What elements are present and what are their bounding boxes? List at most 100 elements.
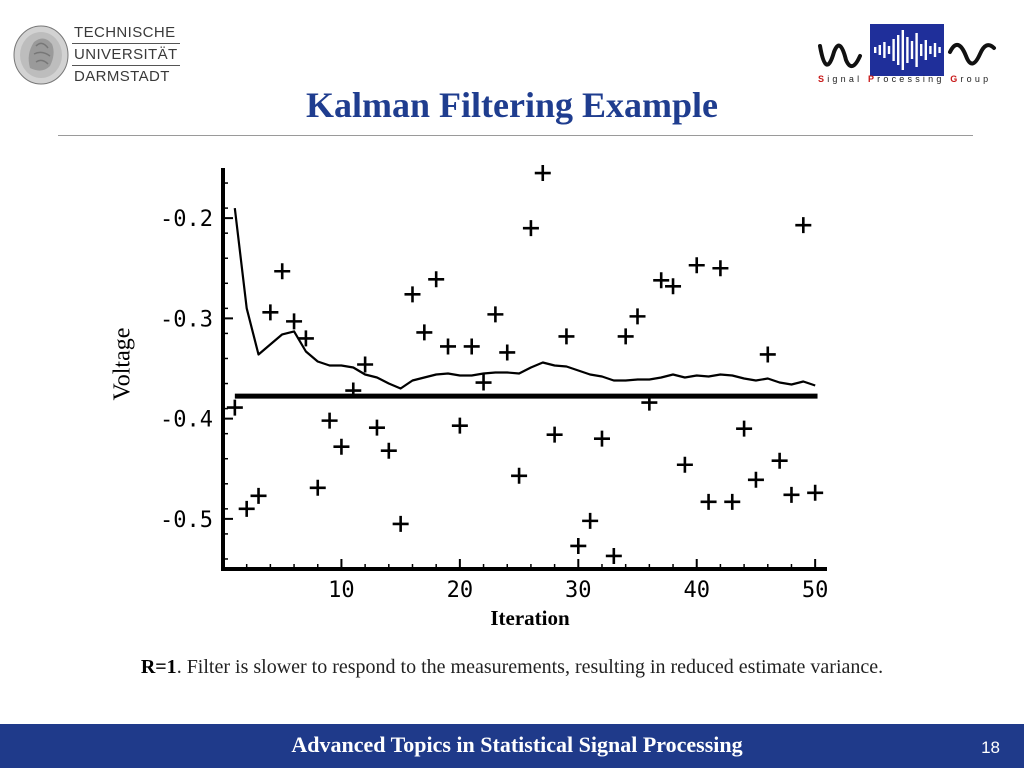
group-letter: u [974,74,984,84]
measurement-point [712,260,729,277]
logo-bar [906,37,909,63]
measurement-point [736,420,753,437]
measurement-point [451,417,468,434]
page-number: 18 [981,738,1000,757]
logo-bar [933,43,937,57]
measurement-point [238,500,255,517]
y-tick-label: -0.5 [160,508,213,533]
signal-processing-group-logo [818,24,996,76]
caption-text: . Filter is slower to respond to the mea… [176,656,884,678]
measurement-point [475,374,492,391]
measurement-point [380,442,397,459]
group-letter: s [915,74,923,84]
measurement-point [286,313,303,330]
group-letter: o [966,74,975,84]
y-tick-label: -0.3 [160,307,213,332]
logo-bar [915,33,918,67]
athena-seal-icon [13,25,69,85]
measurement-point [357,356,374,373]
x-tick-label: 50 [802,578,829,603]
measurement-point [499,344,516,361]
y-tick-label: -0.2 [160,207,213,232]
measurement-point [593,430,610,447]
measurement-point [605,547,622,564]
kalman-chart: 10 20 30 40 50 -0.5 -0.4 -0.3 -0.2 [160,165,829,603]
measurement-point [582,512,599,529]
slide-title: Kalman Filtering Example [306,85,718,125]
group-letter: s [907,74,916,84]
measurement-point [297,330,314,347]
measurement-point [665,278,682,295]
measurement-point [534,165,551,182]
measurement-point [771,452,788,469]
tu-darmstadt-logo: TECHNISCHE UNIVERSITÄT DARMSTADT [12,20,180,92]
measurement-point [250,487,267,504]
university-line: UNIVERSITÄT [72,44,180,66]
group-letter: g [936,74,945,84]
measurement-point [570,537,587,554]
logo-bar [883,42,886,58]
group-letter: n [928,74,937,84]
group-name: Signal Processing Group [818,74,994,84]
group-letter: r [960,74,967,84]
measurement-point [404,286,421,303]
measurement-point [629,308,646,325]
logo-bar [878,45,881,55]
group-letter: P [867,74,878,84]
measurement-point [807,484,824,501]
x-tick-label: 20 [447,578,474,603]
group-letter: c [891,74,900,84]
logo-bar [910,41,914,59]
measurement-point [700,493,717,510]
measurement-point [368,419,385,436]
measurement-point [309,479,326,496]
university-line: TECHNISCHE [72,22,180,44]
group-letter: G [950,74,961,84]
university-line: DARMSTADT [74,68,170,85]
group-letter: g [832,74,841,84]
x-axis-label: Iteration [490,606,570,630]
measurement-point [440,338,457,355]
measurement-point [558,328,575,345]
measurement-point [688,257,705,274]
footer-title: Advanced Topics in Statistical Signal Pr… [291,732,743,757]
measurement-point [333,438,350,455]
measurement-point [416,324,433,341]
logo-bar [874,47,877,53]
measurement-point [724,493,741,510]
logo-bar [892,39,895,61]
title-divider [58,135,973,136]
x-tick-label: 30 [565,578,592,603]
logo-bar [924,40,927,60]
y-tick-label: -0.4 [160,408,213,433]
group-letter: e [899,74,908,84]
measurement-point [641,394,658,411]
university-name: TECHNISCHE UNIVERSITÄT DARMSTADT [72,22,180,87]
measurement-point [617,328,634,345]
group-letter: o [883,74,892,84]
footer-bar: Advanced Topics in Statistical Signal Pr… [0,724,1024,768]
measurement-point [522,220,539,237]
measurement-point [262,304,279,321]
logo-bar [920,44,923,56]
group-letter: p [983,74,992,84]
x-tick-label: 10 [328,578,355,603]
measurement-point [546,426,563,443]
caption-bold: R=1 [140,656,177,678]
logo-bar [887,46,891,54]
group-letter: S [818,74,828,84]
group-letter: r [877,74,884,84]
measurement-point [783,486,800,503]
y-axis-label: Voltage [109,327,136,401]
measurement-point [345,382,362,399]
measurement-point [463,338,480,355]
group-letter: i [827,74,833,84]
x-tick-label: 40 [683,578,710,603]
group-letter: n [840,74,849,84]
measurement-point [274,263,291,280]
measurement-point [487,306,504,323]
measurement-point [321,412,338,429]
group-letter: a [848,74,858,84]
measurement-point [226,399,243,416]
measurement-point [759,346,776,363]
